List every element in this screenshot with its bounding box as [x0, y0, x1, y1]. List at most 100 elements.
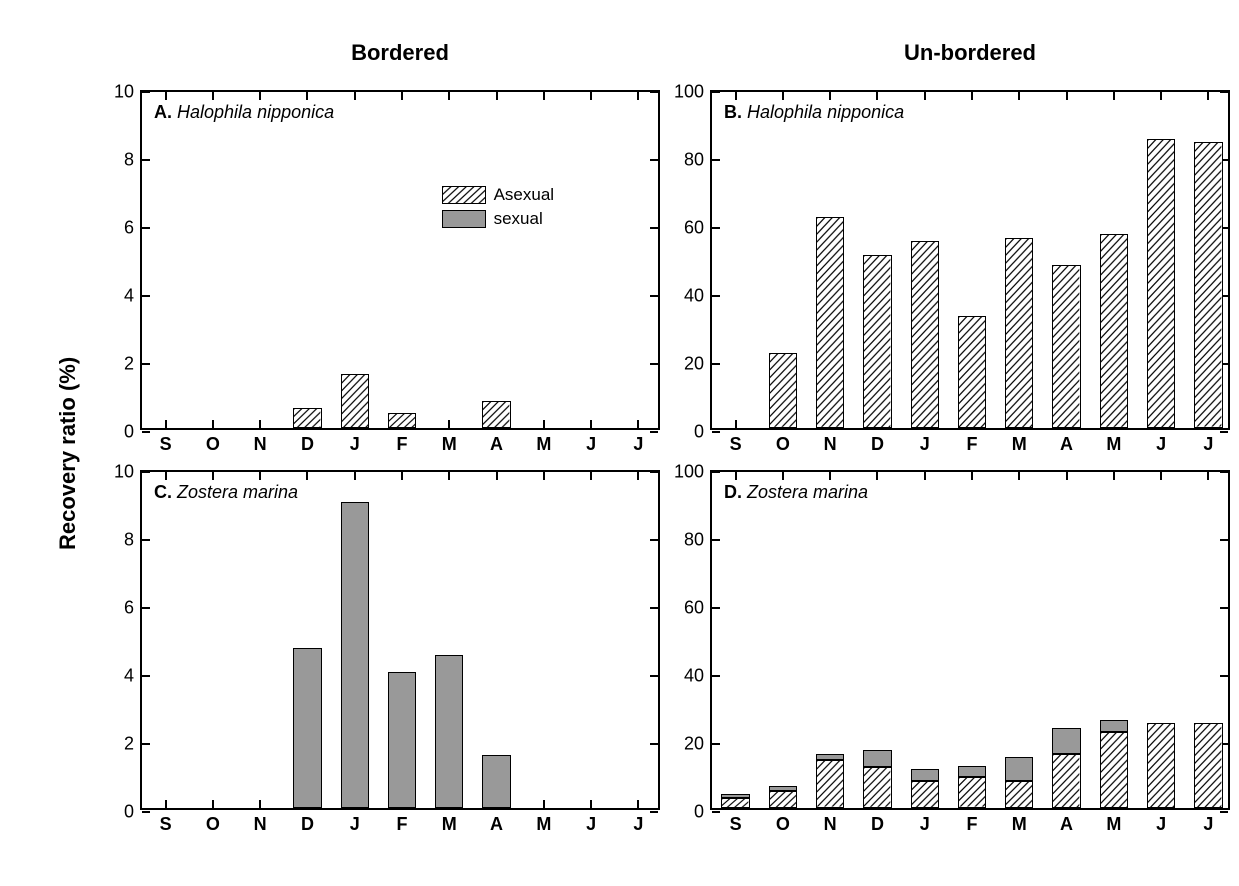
x-tick-label: D — [871, 434, 884, 455]
x-tick-label: F — [967, 434, 978, 455]
x-tick — [259, 92, 261, 100]
legend-swatch-sexual — [442, 210, 486, 228]
x-tick-label: D — [871, 814, 884, 835]
x-tick-label: N — [254, 814, 267, 835]
y-tick-label: 4 — [124, 286, 134, 307]
legend-item: sexual — [442, 209, 554, 229]
x-tick-label: J — [1203, 434, 1213, 455]
x-tick — [735, 420, 737, 428]
bar-asexual — [1052, 265, 1080, 428]
x-tick-label: A — [1060, 814, 1073, 835]
bar-sexual — [1005, 757, 1033, 781]
bar-asexual — [863, 767, 891, 808]
x-tick — [212, 800, 214, 808]
y-tick-label: 0 — [694, 802, 704, 823]
x-tick — [971, 92, 973, 100]
x-tick-label: O — [206, 814, 220, 835]
x-tick-label: J — [1203, 814, 1213, 835]
x-tick — [637, 92, 639, 100]
x-tick — [1066, 92, 1068, 100]
bar-asexual — [911, 781, 939, 808]
legend-item: Asexual — [442, 185, 554, 205]
x-tick-label: S — [160, 434, 172, 455]
y-tick-label: 0 — [124, 802, 134, 823]
x-tick — [590, 92, 592, 100]
panel-letter: B. — [724, 102, 742, 122]
x-tick-label: S — [160, 814, 172, 835]
y-tick-label: 2 — [124, 734, 134, 755]
y-tick-label: 10 — [114, 82, 134, 103]
x-tick-label: F — [397, 814, 408, 835]
x-tick — [165, 800, 167, 808]
bar-asexual — [388, 413, 416, 428]
x-tick — [543, 92, 545, 100]
x-tick-label: A — [490, 434, 503, 455]
panel-species: Halophila nipponica — [177, 102, 334, 122]
x-tick — [259, 420, 261, 428]
y-tick — [650, 743, 658, 745]
bar-asexual — [1100, 732, 1128, 809]
x-tick-label: J — [350, 434, 360, 455]
bar-asexual — [293, 408, 321, 428]
x-tick-label: J — [920, 814, 930, 835]
y-tick — [712, 811, 720, 813]
bar-asexual — [958, 777, 986, 808]
x-tick — [1160, 92, 1162, 100]
x-tick — [637, 420, 639, 428]
x-tick — [1207, 92, 1209, 100]
y-tick-label: 8 — [124, 150, 134, 171]
chart-panel: C. Zostera marina0246810SONDJFMAMJJ — [140, 470, 660, 810]
x-tick — [543, 800, 545, 808]
x-tick — [543, 472, 545, 480]
chart-panel: A. Halophila nipponica0246810SOND J F MA… — [140, 90, 660, 430]
x-tick — [590, 472, 592, 480]
bar-sexual — [769, 786, 797, 791]
y-tick — [650, 295, 658, 297]
y-tick-label: 4 — [124, 666, 134, 687]
x-tick-label: M — [536, 814, 551, 835]
x-tick — [448, 420, 450, 428]
y-tick — [142, 539, 150, 541]
y-tick — [712, 227, 720, 229]
y-tick-label: 80 — [684, 150, 704, 171]
x-tick — [829, 472, 831, 480]
x-tick-label: J — [586, 434, 596, 455]
y-tick-label: 40 — [684, 286, 704, 307]
x-tick — [496, 92, 498, 100]
bar-sexual — [911, 769, 939, 781]
panel-label: D. Zostera marina — [724, 482, 868, 503]
bar-asexual — [1005, 238, 1033, 428]
x-tick-label: J — [1156, 434, 1166, 455]
column-header: Bordered — [140, 40, 660, 66]
x-tick-label: J — [586, 814, 596, 835]
y-tick — [1220, 91, 1228, 93]
x-tick — [1207, 472, 1209, 480]
y-tick-label: 100 — [674, 462, 704, 483]
x-tick — [259, 472, 261, 480]
y-tick-label: 6 — [124, 598, 134, 619]
y-tick — [712, 471, 720, 473]
x-tick — [543, 420, 545, 428]
panel-label: A. Halophila nipponica — [154, 102, 334, 123]
y-tick — [142, 471, 150, 473]
x-tick — [306, 92, 308, 100]
y-tick — [712, 607, 720, 609]
y-tick-label: 80 — [684, 530, 704, 551]
bar-asexual — [1147, 723, 1175, 808]
panel-letter: A. — [154, 102, 172, 122]
y-tick — [712, 743, 720, 745]
bar-asexual — [1194, 723, 1222, 808]
y-tick — [712, 295, 720, 297]
y-tick-label: 60 — [684, 598, 704, 619]
y-tick — [712, 539, 720, 541]
x-tick — [165, 472, 167, 480]
bar-asexual — [1052, 754, 1080, 808]
y-tick — [650, 675, 658, 677]
x-tick — [165, 92, 167, 100]
x-tick-label: M — [442, 814, 457, 835]
y-tick — [1220, 811, 1228, 813]
chart-panel: B. Halophila nipponica020406080100SO N D… — [710, 90, 1230, 430]
x-tick — [782, 472, 784, 480]
x-tick-label: A — [490, 814, 503, 835]
x-tick — [496, 472, 498, 480]
